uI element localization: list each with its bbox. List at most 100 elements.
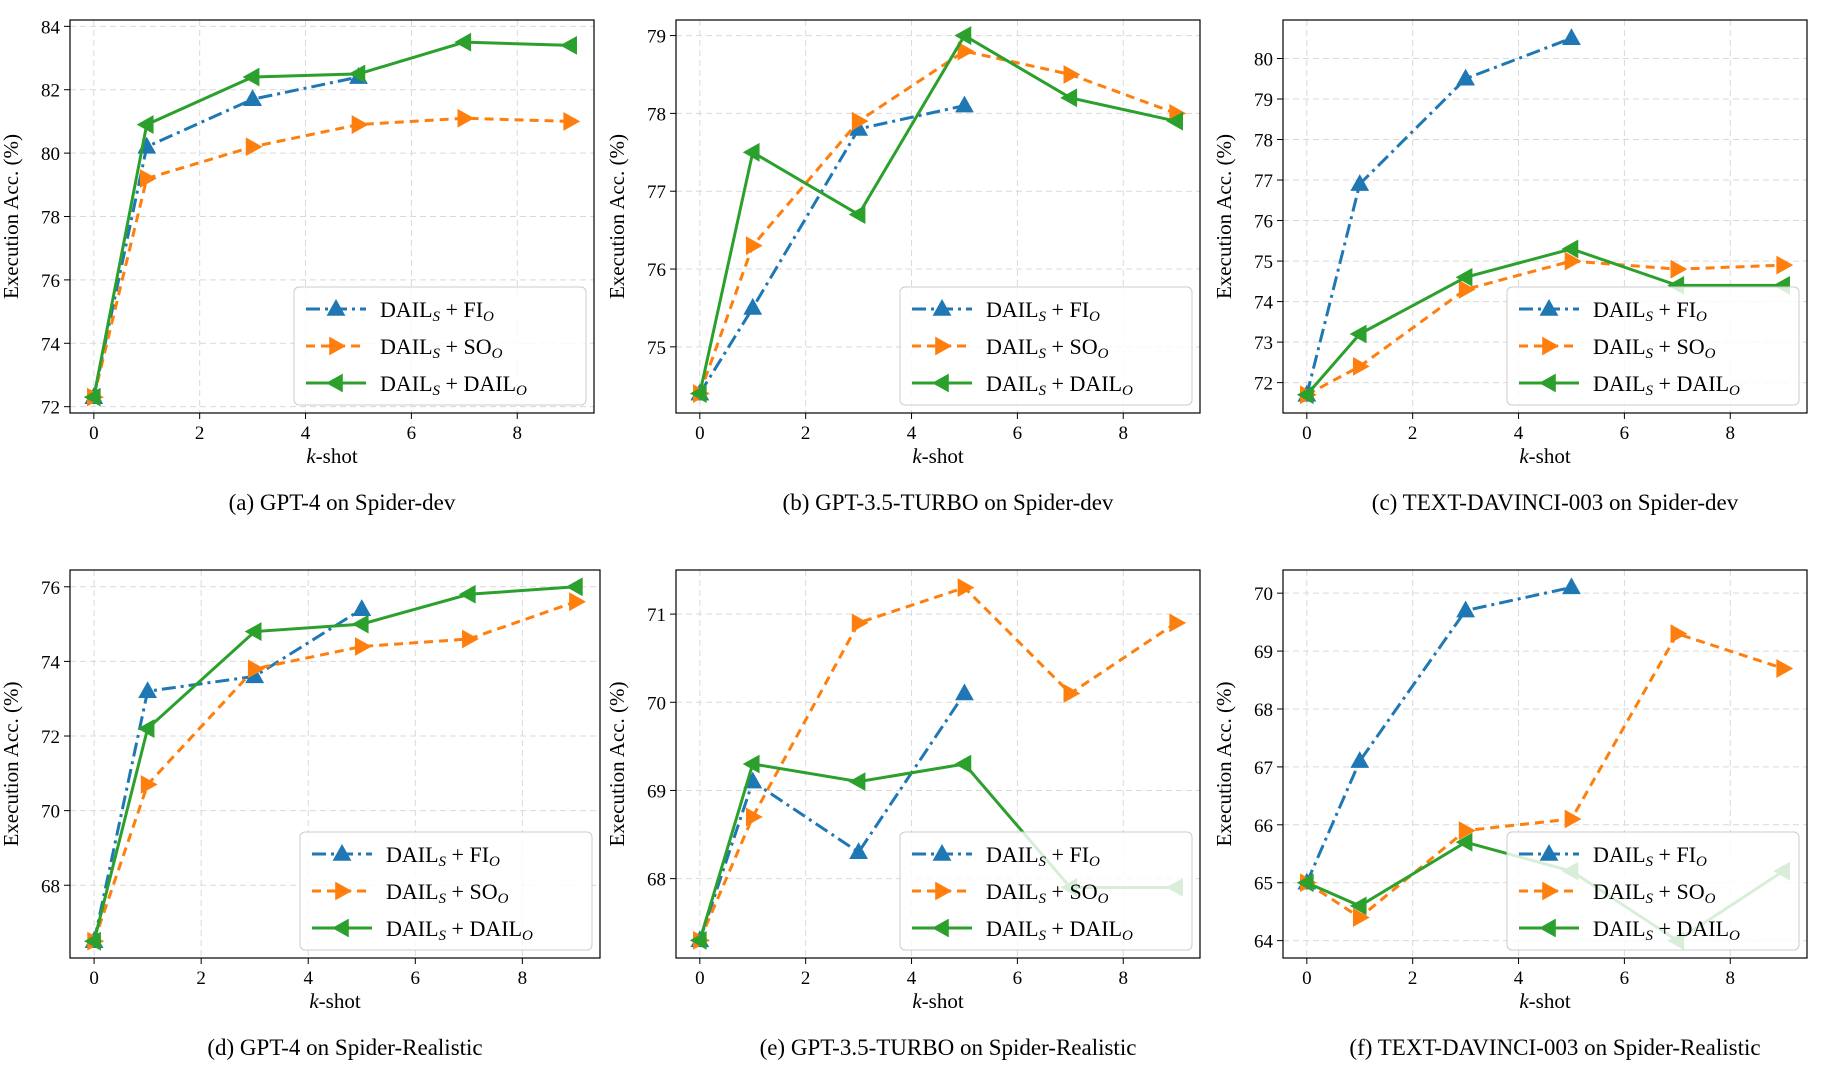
legend-marker-fi xyxy=(932,843,952,861)
data-point-fi xyxy=(849,842,869,859)
legend-box xyxy=(899,831,1193,951)
chart-caption: (a) GPT-4 on Spider-dev xyxy=(229,490,456,515)
legend-box xyxy=(299,831,593,951)
data-point-so xyxy=(1564,809,1582,829)
x-tick-label: 6 xyxy=(411,968,421,989)
chart-panel: DAILS​ + FIO​ DAILS​ + SOO​ DAILS​ + DAILO… xyxy=(0,569,601,1060)
plot-frame xyxy=(675,569,1201,959)
legend-label-so: DAILS​ + SOO​ xyxy=(986,879,1109,907)
series-line-so xyxy=(92,600,577,942)
series-line-fi xyxy=(698,104,965,395)
chart-caption: (f) TEXT-DAVINCI-003 on Spider-Realistic xyxy=(1349,1035,1760,1060)
legend-label-so: DAILS​ + SOO​ xyxy=(380,334,503,362)
legend-label-fi: DAILS​ + FIO​ xyxy=(380,297,494,325)
legend-marker-fi xyxy=(326,298,346,316)
series-line-dail xyxy=(1305,247,1784,396)
data-point-so xyxy=(462,629,479,649)
plot-frame xyxy=(69,569,601,959)
y-axis-label: Execution Acc. (%) xyxy=(0,681,23,846)
data-point-dail xyxy=(742,754,760,774)
x-tick-label: 8 xyxy=(1726,968,1736,989)
series-line-fi xyxy=(92,607,363,942)
data-point-so xyxy=(745,236,763,256)
data-point-so xyxy=(140,775,158,794)
x-tick-label: 0 xyxy=(695,423,705,444)
y-tick-label: 84 xyxy=(41,17,61,38)
data-point-dail xyxy=(742,142,760,162)
y-tick-label: 80 xyxy=(41,144,60,165)
data-point-so xyxy=(1776,255,1794,275)
legend-box xyxy=(899,286,1193,406)
x-tick-label: 0 xyxy=(1302,423,1312,444)
legend-marker-dail xyxy=(1538,918,1556,938)
legend-label-dail: DAILS​ + DAILO​ xyxy=(386,916,533,944)
data-point-fi xyxy=(1456,600,1476,618)
legend-marker-dail xyxy=(1538,373,1556,393)
x-tick-label: 6 xyxy=(1620,968,1630,989)
series-line-fi xyxy=(1305,585,1572,884)
data-point-dail xyxy=(137,719,155,738)
y-axis-label: Execution Acc. (%) xyxy=(1212,134,1236,299)
legend-label-so: DAILS​ + SOO​ xyxy=(386,879,509,907)
y-tick-label: 76 xyxy=(647,260,666,281)
legend-label-fi: DAILS​ + FIO​ xyxy=(986,297,1100,325)
legend-label-fi: DAILS​ + FIO​ xyxy=(386,842,500,870)
data-point-dail xyxy=(848,205,866,224)
legend-marker-so xyxy=(1542,881,1560,901)
data-point-fi xyxy=(352,599,372,616)
data-point-dail xyxy=(560,35,577,55)
y-tick-label: 70 xyxy=(41,802,60,823)
plot-frame xyxy=(1282,19,1808,414)
data-point-so xyxy=(1670,259,1688,279)
legend-label-dail: DAILS​ + DAILO​ xyxy=(380,371,527,399)
x-tick-label: 6 xyxy=(1013,968,1023,989)
legend-marker-so xyxy=(935,336,953,356)
x-axis-label: k-shot xyxy=(309,989,360,1013)
legend-label-so: DAILS​ + SOO​ xyxy=(1593,879,1716,907)
y-tick-label: 68 xyxy=(1254,700,1273,721)
y-tick-label: 76 xyxy=(1254,212,1273,233)
y-tick-label: 71 xyxy=(647,605,666,626)
data-point-dail xyxy=(1296,385,1314,405)
x-axis-label: k-shot xyxy=(912,444,963,468)
chart-panel: DAILS​ + FIO​ DAILS​ + SOO​ DAILS​ + DAILO… xyxy=(605,19,1201,515)
data-point-fi xyxy=(243,89,263,107)
y-tick-label: 78 xyxy=(1254,131,1273,152)
data-point-so xyxy=(957,578,975,598)
x-tick-label: 4 xyxy=(1514,968,1524,989)
data-point-so xyxy=(1063,684,1081,703)
x-tick-label: 4 xyxy=(301,423,311,444)
x-tick-label: 6 xyxy=(1013,423,1023,444)
data-point-so xyxy=(354,637,372,656)
data-point-fi xyxy=(743,297,763,315)
data-point-dail xyxy=(351,614,369,634)
data-point-dail xyxy=(565,577,583,597)
data-point-so xyxy=(1352,908,1370,927)
data-point-fi xyxy=(955,683,974,701)
y-tick-label: 78 xyxy=(41,208,60,229)
legend-marker-dail xyxy=(931,373,949,393)
legend-label-fi: DAILS​ + FIO​ xyxy=(1593,842,1707,870)
y-tick-label: 70 xyxy=(647,693,666,714)
legend-label-dail: DAILS​ + DAILO​ xyxy=(1593,916,1740,944)
legend-label-dail: DAILS​ + DAILO​ xyxy=(986,916,1133,944)
data-point-fi xyxy=(138,681,158,699)
series-line-dail xyxy=(92,40,571,398)
data-point-fi xyxy=(1456,68,1476,86)
legend-label-so: DAILS​ + SOO​ xyxy=(1593,334,1716,362)
data-point-dail xyxy=(84,931,101,951)
y-axis-label: Execution Acc. (%) xyxy=(1212,681,1236,846)
data-point-so xyxy=(1458,821,1476,840)
x-tick-label: 2 xyxy=(1408,968,1418,989)
legend-box xyxy=(1506,286,1800,406)
data-point-so xyxy=(351,115,369,134)
y-tick-label: 72 xyxy=(1254,374,1273,395)
series-line-so xyxy=(92,116,571,398)
data-point-so xyxy=(745,807,763,827)
x-tick-label: 0 xyxy=(89,423,99,444)
data-point-dail xyxy=(1296,873,1314,893)
y-tick-label: 79 xyxy=(647,27,666,48)
data-point-dail xyxy=(689,384,707,403)
y-tick-label: 70 xyxy=(1254,584,1273,605)
